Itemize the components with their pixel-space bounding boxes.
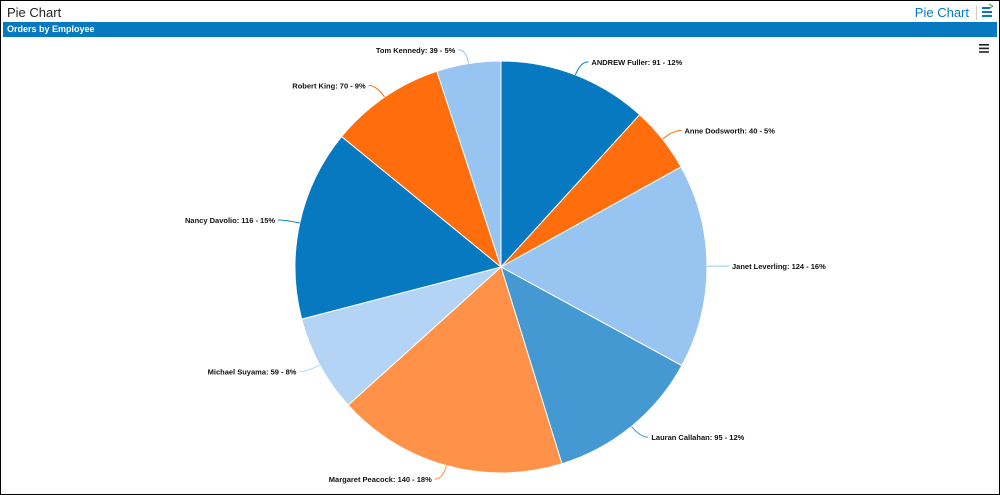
data-label: Janet Leverling: 124 - 16% [732,262,826,271]
data-label: Margaret Peacock: 140 - 18% [329,475,432,484]
pie-slice[interactable] [347,266,563,474]
pie-chart: ANDREW Fuller: 91 - 12% Anne Dodsworth: 4… [185,46,826,484]
leader-line [662,129,682,140]
hamburger-menu-icon[interactable] [979,44,989,53]
pie-slice[interactable] [436,60,502,268]
pie-slice[interactable] [301,266,502,406]
leader-line [458,49,470,64]
pie-slice[interactable] [500,60,641,269]
data-label: Tom Kennedy: 39 - 5% [376,46,456,55]
leader-line [299,364,320,373]
leader-line [574,61,589,76]
leader-line [368,85,385,98]
pie-slice[interactable] [294,135,503,320]
export-list-icon[interactable] [981,4,993,18]
data-label: Lauran Callahan: 95 - 12% [651,433,744,442]
pie-chart-link[interactable]: Pie Chart [914,5,969,20]
data-label: Nancy Davolio: 116 - 15% [185,216,275,225]
leader-line [631,426,649,438]
data-label: Robert King: 70 - 9% [292,82,366,91]
panel-header: Orders by Employee [3,22,997,37]
data-label: Michael Suyama: 59 - 8% [208,368,297,377]
page-title: Pie Chart [7,5,62,20]
leader-line [434,465,447,480]
leader-line [278,219,300,224]
data-label: Anne Dodsworth: 40 - 5% [684,126,775,135]
pie-slice[interactable] [340,70,503,269]
divider [976,6,977,20]
data-label: ANDREW Fuller: 91 - 12% [591,58,682,67]
pie-slice[interactable] [500,265,683,465]
